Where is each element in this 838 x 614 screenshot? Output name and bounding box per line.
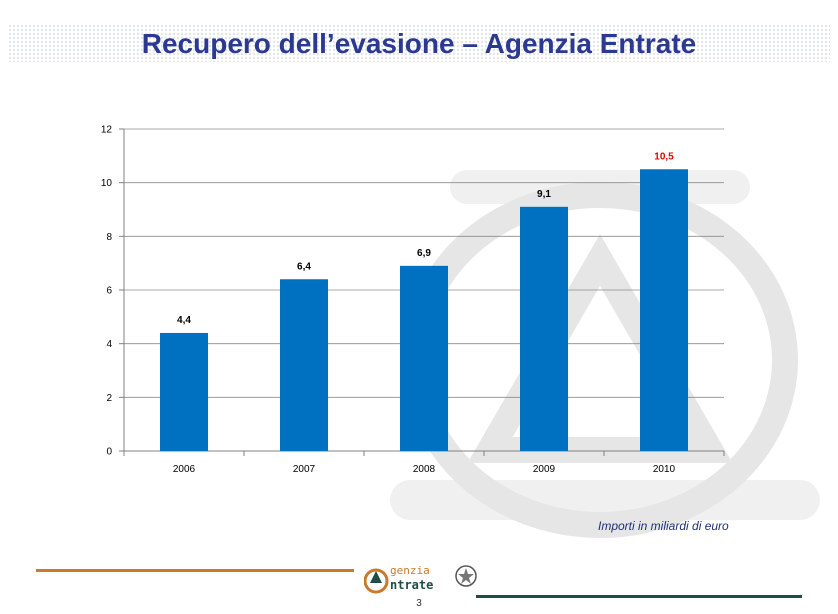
data-labels: 4,4 6,4 6,9 9,1 10,5 [177, 151, 674, 326]
units-note: Importi in miliardi di euro [598, 519, 729, 533]
data-label-2008: 6,9 [417, 248, 431, 259]
x-tick-label-2006: 2006 [173, 464, 196, 475]
agenzia-entrate-logo: genzia ntrate [364, 564, 477, 594]
y-tick-label: 2 [106, 393, 112, 404]
title-band [8, 24, 830, 62]
x-tick-label-2010: 2010 [653, 464, 676, 475]
page-title: Recupero dell’evasione – Agenzia Entrate [141, 28, 697, 59]
svg-text:ntrate: ntrate [390, 578, 433, 592]
bar-2007 [280, 279, 328, 451]
data-label-2007: 6,4 [297, 261, 311, 272]
footer-rule-right [476, 595, 802, 598]
y-tick-label: 12 [101, 125, 113, 136]
bar-2009 [520, 206, 568, 451]
footer-rule-left [36, 569, 354, 572]
y-tick-label: 6 [106, 286, 112, 297]
x-tick-label-2009: 2009 [533, 464, 556, 475]
y-tick-label: 10 [101, 178, 113, 189]
y-tick-label: 8 [106, 232, 112, 243]
bar-2006 [160, 332, 208, 451]
page-number: 3 [416, 598, 422, 609]
data-label-2006: 4,4 [177, 315, 191, 326]
data-label-2010: 10,5 [654, 151, 674, 162]
x-tick-label-2008: 2008 [413, 464, 436, 475]
bars [160, 169, 688, 451]
republic-emblem-icon [455, 565, 477, 587]
svg-text:genzia: genzia [390, 564, 430, 577]
data-label-2009: 9,1 [537, 189, 551, 200]
y-tick-labels: 0 2 4 6 8 10 12 [101, 125, 113, 458]
y-tick-label: 0 [106, 447, 112, 458]
bar-2010 [640, 169, 688, 451]
bar-2008 [400, 265, 448, 451]
x-tick-label-2007: 2007 [293, 464, 316, 475]
y-tick-label: 4 [106, 339, 112, 350]
x-tick-labels: 2006 2007 2008 2009 2010 [173, 464, 676, 475]
